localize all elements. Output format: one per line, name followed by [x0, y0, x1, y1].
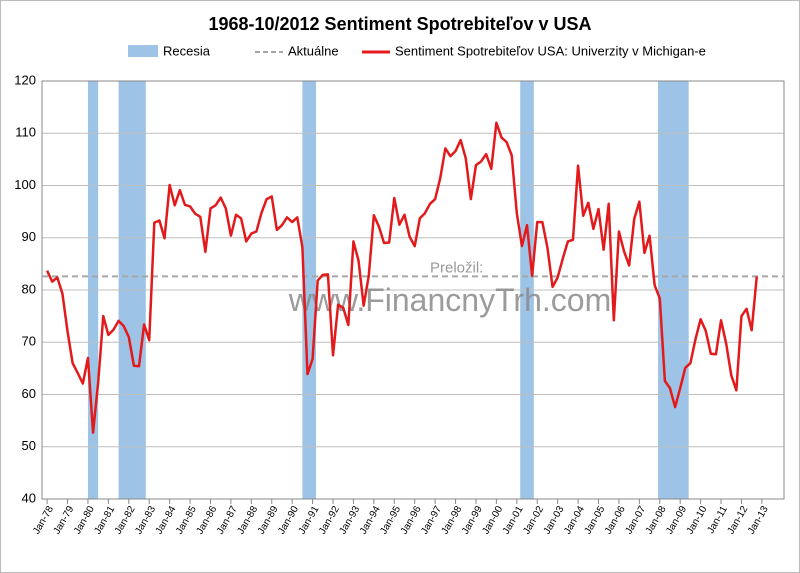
y-tick-label: 70: [22, 334, 36, 349]
legend-label: Recesia: [163, 43, 211, 58]
series-line: [45, 121, 759, 434]
y-tick-label: 50: [22, 438, 36, 453]
chart-title: 1968-10/2012 Sentiment Spotrebiteľov v U…: [208, 14, 591, 34]
y-tick-label: 100: [14, 177, 36, 192]
legend-swatch: [128, 45, 158, 57]
y-tick-label: 80: [22, 281, 36, 296]
legend-label: Aktuálne: [288, 43, 339, 58]
y-tick-label: 60: [22, 386, 36, 401]
y-tick-label: 90: [22, 229, 36, 244]
y-tick-label: 110: [15, 125, 36, 140]
watermark: www.FinancnyTrh.com: [288, 282, 611, 318]
legend-label: Sentiment Spotrebiteľov USA: Univerzity …: [395, 43, 706, 58]
y-tick-label: 40: [22, 490, 36, 505]
plot-border: [41, 80, 785, 500]
y-tick-label: 120: [14, 72, 36, 87]
annotation: Preložil:: [430, 259, 483, 276]
